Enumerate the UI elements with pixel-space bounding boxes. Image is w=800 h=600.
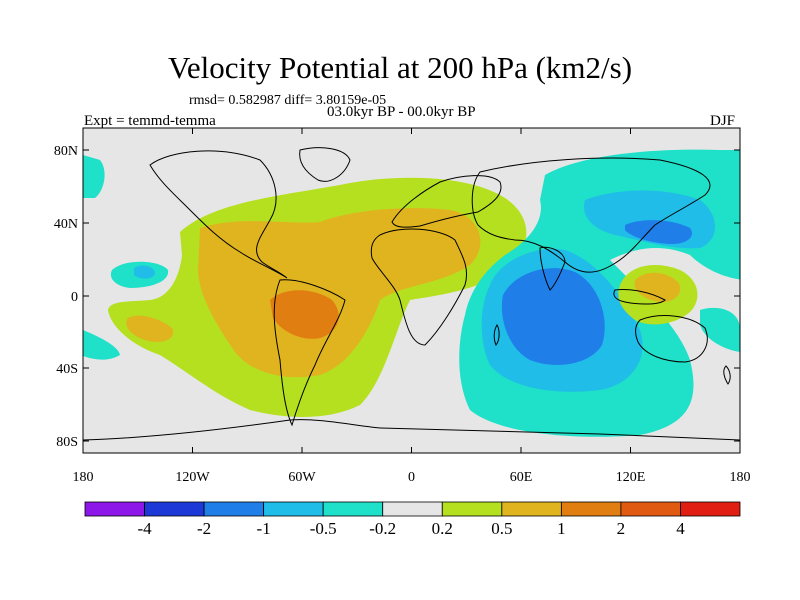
period-line: 03.0kyr BP - 00.0kyr BP — [327, 104, 476, 120]
colorbar-label: 0.5 — [491, 519, 512, 538]
colorbar-label: 0.2 — [432, 519, 453, 538]
contour-negative-southwest — [83, 330, 120, 360]
contour-lightblue-pacific — [134, 265, 155, 279]
colorbar-label: 1 — [557, 519, 566, 538]
coast-asia — [471, 157, 711, 273]
colorbar-swatch — [441, 501, 503, 517]
colorbar-swatch — [84, 501, 145, 517]
colorbar-swatch — [620, 501, 681, 517]
contour-negative-eastpacific — [700, 307, 740, 352]
coastlines — [83, 147, 740, 441]
lon-tick-label: 180 — [73, 470, 94, 485]
latitude-axis: 80N 40N 0 40S 80S — [54, 144, 740, 450]
contour-darkorange-samerica — [270, 290, 339, 339]
stats-line: rmsd= 0.582987 diff= 3.80159e-05 — [189, 93, 387, 108]
contour-orange-wpacific — [634, 272, 681, 303]
season-label: DJF — [710, 113, 736, 129]
lat-tick-label: 0 — [71, 290, 78, 305]
lon-tick-label: 60E — [510, 470, 533, 485]
coast-north-america — [149, 150, 288, 279]
contour-blue-eastasia — [625, 220, 692, 244]
coast-indonesia — [613, 289, 666, 305]
colorbar-swatch — [263, 501, 324, 517]
lon-tick-label: 120E — [616, 470, 646, 485]
coast-europe — [391, 175, 502, 228]
contour-blue-indian — [501, 268, 605, 365]
colorbar-swatch — [382, 501, 443, 517]
coast-newzealand — [723, 365, 731, 385]
lat-tick-label: 80S — [56, 435, 78, 450]
contour-orange-pacific — [126, 315, 174, 342]
colorbar-swatch — [560, 501, 622, 517]
colorbar: -4 -2 -1 -0.5 -0.2 0.2 0.5 1 2 4 — [84, 501, 741, 538]
colorbar-label: 2 — [617, 519, 626, 538]
colorbar-label: -0.5 — [310, 519, 337, 538]
colorbar-label: -0.2 — [369, 519, 396, 538]
contour-orange-west — [198, 208, 481, 378]
coast-south-america — [273, 279, 346, 427]
longitude-axis: 180 120W 60W 0 60E 120E 180 — [73, 128, 751, 485]
map-title: Velocity Potential at 200 hPa (km2/s) — [167, 50, 633, 85]
lon-tick-label: 180 — [730, 470, 751, 485]
coast-madagascar — [493, 324, 500, 346]
coast-africa — [370, 228, 468, 346]
lon-tick-label: 0 — [408, 470, 415, 485]
colorbar-swatch — [322, 501, 384, 517]
lon-tick-label: 120W — [175, 470, 210, 485]
lat-tick-label: 40N — [54, 217, 78, 232]
colorbar-label: -2 — [197, 519, 211, 538]
contour-negative-npacific — [83, 155, 105, 198]
colorbar-swatch — [680, 501, 741, 517]
colorbar-label: -4 — [137, 519, 152, 538]
coast-india — [539, 246, 566, 291]
contour-fields — [83, 147, 740, 441]
colorbar-swatch — [203, 501, 265, 517]
colorbar-label: 4 — [676, 519, 685, 538]
colorbar-swatch — [144, 501, 205, 517]
colorbar-label: -1 — [257, 519, 271, 538]
colorbar-swatch — [501, 501, 562, 517]
lon-tick-label: 60W — [288, 470, 316, 485]
coast-australia — [635, 315, 708, 363]
coast-antarctica — [83, 419, 740, 441]
experiment-line: Expt = temmd-temma — [84, 113, 216, 129]
lat-tick-label: 80N — [54, 144, 78, 159]
lat-tick-label: 40S — [56, 362, 78, 377]
coast-greenland — [299, 147, 351, 182]
